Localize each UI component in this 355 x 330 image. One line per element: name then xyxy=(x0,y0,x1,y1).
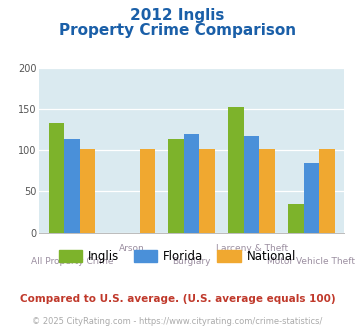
Legend: Inglis, Florida, National: Inglis, Florida, National xyxy=(59,250,296,263)
Bar xyxy=(319,149,335,233)
Bar xyxy=(184,135,200,233)
Bar xyxy=(80,149,95,233)
Bar xyxy=(49,123,64,233)
Bar xyxy=(64,139,80,233)
Bar xyxy=(228,107,244,233)
Text: 2012 Inglis: 2012 Inglis xyxy=(130,8,225,23)
Text: Property Crime Comparison: Property Crime Comparison xyxy=(59,23,296,38)
Text: Burglary: Burglary xyxy=(173,257,211,266)
Bar xyxy=(288,204,304,233)
Text: Motor Vehicle Theft: Motor Vehicle Theft xyxy=(267,257,355,266)
Bar xyxy=(140,149,155,233)
Bar xyxy=(168,139,184,233)
Bar xyxy=(200,149,215,233)
Text: All Property Crime: All Property Crime xyxy=(31,257,113,266)
Bar xyxy=(244,136,260,233)
Text: Compared to U.S. average. (U.S. average equals 100): Compared to U.S. average. (U.S. average … xyxy=(20,294,335,304)
Text: Larceny & Theft: Larceny & Theft xyxy=(215,244,288,253)
Bar xyxy=(260,149,275,233)
Text: Arson: Arson xyxy=(119,244,145,253)
Bar xyxy=(304,163,319,233)
Text: © 2025 CityRating.com - https://www.cityrating.com/crime-statistics/: © 2025 CityRating.com - https://www.city… xyxy=(32,317,323,326)
